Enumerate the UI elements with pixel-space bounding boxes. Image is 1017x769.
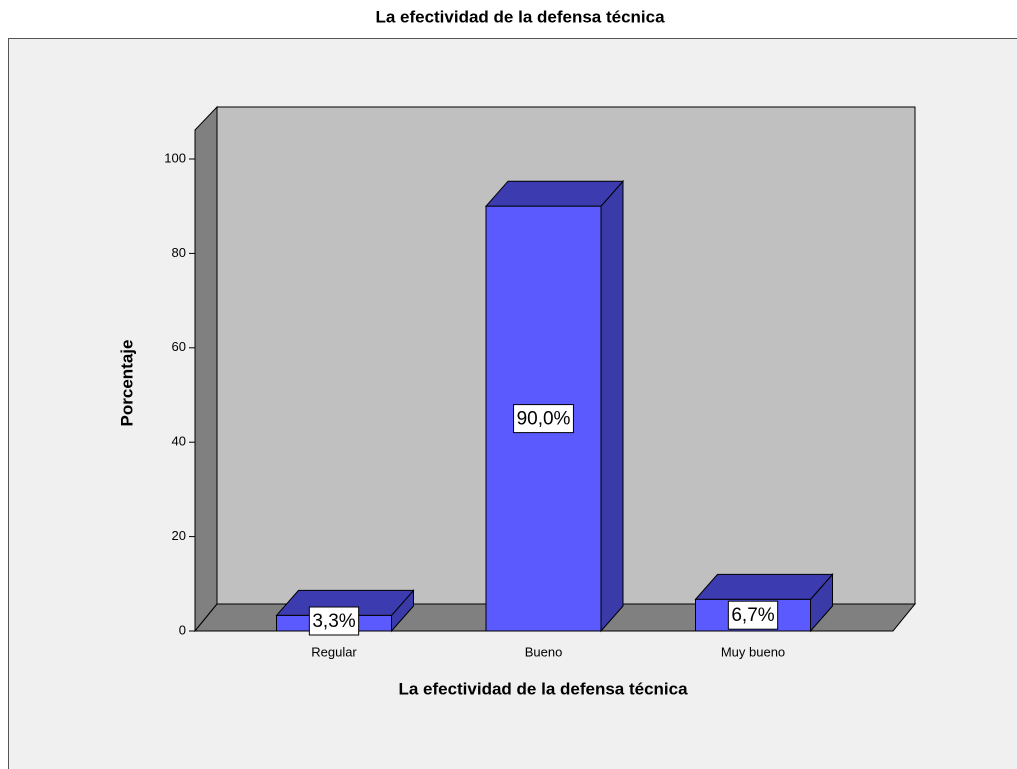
value-label: 3,3% bbox=[312, 611, 355, 632]
x-tick-label: Bueno bbox=[525, 644, 563, 659]
chart-title: La efectividad de la defensa técnica bbox=[375, 7, 665, 26]
y-tick-label: 80 bbox=[172, 245, 186, 260]
value-label-box bbox=[513, 404, 574, 434]
bar-top bbox=[484, 180, 625, 207]
x-axis-title: La efectividad de la defensa técnica bbox=[398, 679, 688, 698]
value-label-box bbox=[308, 606, 360, 636]
value-label: 6,7% bbox=[731, 605, 774, 626]
x-tick-label: Muy bueno bbox=[721, 644, 785, 659]
y-tick-label: 60 bbox=[172, 339, 186, 354]
side-wall bbox=[194, 105, 218, 633]
y-tick-label: 0 bbox=[179, 622, 186, 637]
y-tick-label: 100 bbox=[164, 150, 186, 165]
y-tick-label: 20 bbox=[172, 528, 186, 543]
bar-top bbox=[694, 573, 834, 600]
x-tick-label: Regular bbox=[311, 644, 357, 659]
y-axis-title: Porcentaje bbox=[117, 340, 136, 427]
value-label-box bbox=[727, 600, 779, 630]
bar-side bbox=[600, 179, 624, 633]
value-label: 90,0% bbox=[517, 409, 571, 430]
y-tick-label: 40 bbox=[172, 434, 186, 449]
